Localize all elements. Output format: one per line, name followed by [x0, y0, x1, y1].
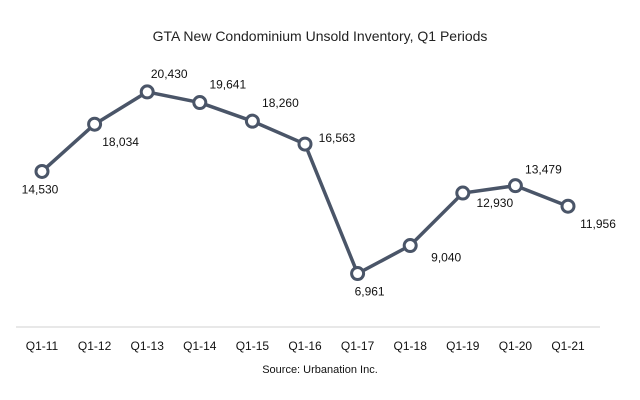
data-point-q1-16 [297, 136, 313, 152]
data-label-q1-19: 12,930 [476, 196, 513, 210]
data-point-q1-19 [455, 185, 471, 201]
x-tick-label-q1-16: Q1-16 [288, 339, 322, 353]
data-label-q1-14: 19,641 [209, 78, 246, 92]
data-point-q1-15 [244, 113, 260, 129]
data-point-q1-11 [34, 163, 50, 179]
data-point-q1-12 [87, 116, 103, 132]
data-label-q1-20: 13,479 [525, 163, 562, 177]
data-label-q1-16: 16,563 [319, 131, 356, 145]
x-tick-label-q1-11: Q1-11 [26, 339, 59, 353]
data-label-q1-21: 11,956 [580, 217, 616, 231]
x-tick-label-q1-13: Q1-13 [131, 339, 165, 353]
x-tick-label-q1-12: Q1-12 [78, 339, 112, 353]
data-label-q1-18: 9,040 [431, 251, 461, 265]
data-point-q1-14 [192, 95, 208, 111]
data-point-q1-20 [507, 178, 523, 194]
x-tick-label-q1-15: Q1-15 [236, 339, 270, 353]
x-tick-label-q1-17: Q1-17 [341, 339, 375, 353]
x-tick-label-q1-19: Q1-19 [446, 339, 480, 353]
data-point-q1-17 [350, 266, 366, 282]
x-tick-label-q1-20: Q1-20 [499, 339, 533, 353]
chart-title: GTA New Condominium Unsold Inventory, Q1… [152, 28, 488, 44]
data-point-q1-21 [560, 198, 576, 214]
data-label-q1-17: 6,961 [355, 285, 385, 299]
data-point-q1-18 [402, 238, 418, 254]
x-tick-label-q1-21: Q1-21 [551, 339, 585, 353]
data-label-q1-13: 20,430 [151, 67, 188, 81]
data-label-q1-11: 14,530 [22, 182, 59, 196]
chart-source: Source: Urbanation Inc. [262, 364, 378, 376]
x-tick-label-q1-18: Q1-18 [394, 339, 428, 353]
x-tick-label-q1-14: Q1-14 [183, 339, 217, 353]
data-label-q1-15: 18,260 [262, 96, 299, 110]
series-line [40, 90, 569, 276]
data-label-q1-12: 18,034 [102, 135, 139, 149]
data-point-q1-13 [139, 84, 155, 100]
